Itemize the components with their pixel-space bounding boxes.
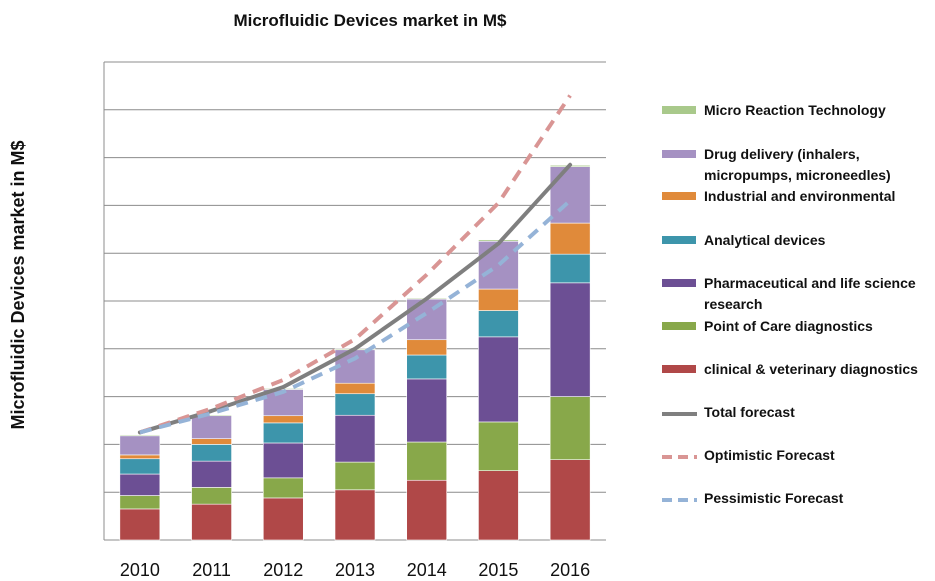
bar-segment bbox=[262, 477, 304, 499]
bar-segment bbox=[262, 422, 304, 444]
bar-segment bbox=[334, 393, 376, 416]
legend-entry: Micro Reaction Technology bbox=[662, 102, 886, 118]
legend-entry: Analytical devices bbox=[662, 232, 826, 248]
bar-segment bbox=[191, 460, 232, 488]
legend-entry: Pharmaceutical and life science research bbox=[662, 275, 916, 312]
legend-swatch bbox=[662, 322, 696, 330]
legend-swatch bbox=[662, 236, 696, 244]
bar-segment bbox=[262, 497, 304, 541]
bar-segment bbox=[549, 253, 591, 284]
legend-entry: Pessimistic Forecast bbox=[662, 490, 844, 506]
legend-swatch bbox=[662, 279, 696, 287]
legend-label: Optimistic Forecast bbox=[704, 447, 835, 463]
bar-segment bbox=[406, 378, 448, 443]
bar-segment bbox=[119, 434, 161, 437]
bar-segment bbox=[478, 421, 519, 471]
legend-entry: clinical & veterinary diagnostics bbox=[662, 361, 918, 377]
bar-segment bbox=[262, 442, 304, 479]
bar-segment bbox=[334, 414, 376, 463]
x-tick-label: 2013 bbox=[335, 560, 375, 580]
legend-swatch bbox=[662, 150, 696, 158]
x-tick-label: 2014 bbox=[407, 560, 447, 580]
legend: Micro Reaction Technology Drug delivery (… bbox=[662, 102, 918, 506]
legend-label: clinical & veterinary diagnostics bbox=[704, 361, 918, 377]
legend-label: Industrial and environmental bbox=[704, 188, 895, 204]
bar-segment bbox=[191, 444, 232, 462]
bar-stack-2011 bbox=[191, 414, 232, 541]
x-tick-label: 2011 bbox=[192, 560, 231, 580]
legend-label: Pessimistic Forecast bbox=[704, 490, 844, 506]
legend-entry: Drug delivery (inhalers, micropumps, micr… bbox=[662, 146, 891, 183]
bar-segment bbox=[406, 479, 448, 541]
legend-entry: Industrial and environmental bbox=[662, 188, 895, 204]
bar-segment bbox=[119, 454, 161, 460]
bar-segment bbox=[478, 288, 519, 311]
bar-segment bbox=[262, 415, 304, 424]
bar-stack-2014 bbox=[406, 297, 448, 541]
legend-swatch bbox=[662, 365, 696, 373]
x-tick-label: 2012 bbox=[263, 560, 303, 580]
bar-stack-2012 bbox=[262, 388, 304, 541]
bar-segment bbox=[478, 310, 519, 338]
bar-segment bbox=[119, 473, 161, 496]
x-tick-label: 2016 bbox=[550, 560, 590, 580]
y-axis-label: Microfluidic Devices market in M$ bbox=[8, 140, 28, 429]
bar-stack-2016 bbox=[549, 164, 591, 541]
bars bbox=[119, 164, 591, 541]
bar-stack-2013 bbox=[334, 348, 376, 541]
bar-segment bbox=[549, 459, 591, 541]
bar-segment bbox=[334, 461, 376, 491]
bar-segment bbox=[478, 336, 519, 423]
legend-label: Total forecast bbox=[704, 404, 795, 420]
bar-segment bbox=[406, 441, 448, 481]
plot-area: 2010 2011 2012 2013 2014 2015 2016 bbox=[103, 61, 606, 580]
legend-label: Drug delivery (inhalers, micropumps, micr… bbox=[704, 146, 891, 183]
bar-segment bbox=[191, 487, 232, 505]
line-pessimistic-forecast bbox=[139, 199, 572, 435]
legend-label: Pharmaceutical and life science research bbox=[704, 275, 916, 312]
legend-label: Analytical devices bbox=[704, 232, 826, 248]
line-total-forecast bbox=[137, 162, 573, 435]
x-tick-label: 2015 bbox=[478, 560, 518, 580]
bar-stack-2010 bbox=[119, 434, 161, 541]
bar-segment bbox=[119, 495, 161, 510]
legend-label: Micro Reaction Technology bbox=[704, 102, 886, 118]
bar-segment bbox=[334, 489, 376, 541]
bar-segment bbox=[119, 435, 161, 456]
bar-segment bbox=[478, 470, 519, 541]
bar-segment bbox=[478, 240, 519, 290]
x-axis-ticks: 2010 2011 2012 2013 2014 2015 2016 bbox=[120, 560, 590, 580]
bar-segment bbox=[406, 339, 448, 356]
bar-segment bbox=[191, 438, 232, 445]
legend-entry: Point of Care diagnostics bbox=[662, 318, 873, 334]
bar-segment bbox=[549, 282, 591, 397]
bar-stack-2015 bbox=[478, 239, 519, 541]
legend-swatch bbox=[662, 192, 696, 200]
legend-swatch bbox=[662, 106, 696, 114]
legend-label: Point of Care diagnostics bbox=[704, 318, 873, 334]
bar-segment bbox=[406, 354, 448, 380]
forecast-lines bbox=[137, 94, 573, 435]
x-tick-label: 2010 bbox=[120, 560, 160, 580]
bar-segment bbox=[119, 508, 161, 541]
bar-segment bbox=[549, 222, 591, 255]
legend-entry: Total forecast bbox=[662, 404, 795, 420]
chart-title: Microfluidic Devices market in M$ bbox=[233, 11, 507, 30]
legend-entry: Optimistic Forecast bbox=[662, 447, 835, 463]
bar-segment bbox=[191, 415, 232, 439]
bar-segment bbox=[549, 396, 591, 460]
bar-segment bbox=[334, 382, 376, 395]
bar-segment bbox=[119, 458, 161, 475]
bar-segment bbox=[191, 503, 232, 541]
bar-segment bbox=[549, 166, 591, 224]
